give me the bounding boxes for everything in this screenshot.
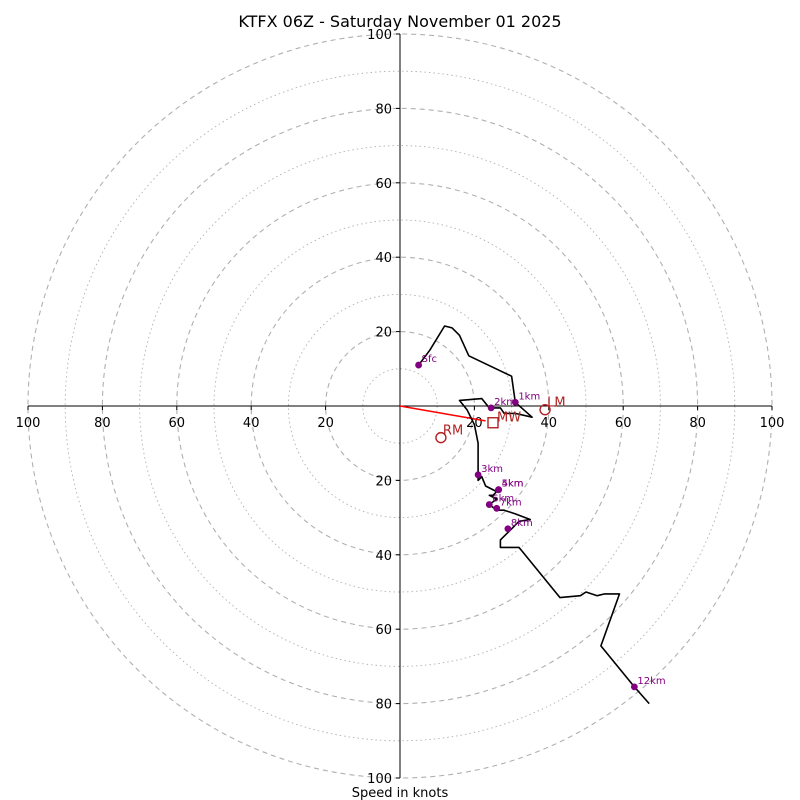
storm-marker-mw bbox=[487, 417, 499, 429]
storm-marker-label-mw: MW bbox=[497, 411, 521, 426]
storm-marker-lm bbox=[539, 404, 551, 416]
height-marker-label-2km: 2km bbox=[494, 397, 516, 408]
storm-marker-label-lm: LM bbox=[547, 396, 565, 411]
y-tick-label: 40 bbox=[375, 549, 392, 564]
height-marker-label-3km: 3km bbox=[481, 464, 503, 475]
y-tick-label: 100 bbox=[367, 28, 392, 43]
x-tick-label: 60 bbox=[169, 416, 186, 431]
shear-vector-line bbox=[399, 405, 486, 422]
x-tick-label: 60 bbox=[615, 416, 632, 431]
y-tick-label: 20 bbox=[375, 326, 392, 341]
height-marker-8km bbox=[504, 525, 512, 533]
y-tick-label: 60 bbox=[375, 623, 392, 638]
height-marker-sfc bbox=[415, 361, 422, 369]
tick-labels: 100 80 60 40 20 20 40 60 80 100204060801002040608… bbox=[16, 28, 785, 787]
y-tick-label: 80 bbox=[375, 698, 392, 713]
height-marker-label-sfc: Sfc bbox=[422, 354, 437, 365]
height-marker-label-5km: 5km bbox=[502, 479, 524, 490]
height-marker-label-6km: 6km bbox=[492, 494, 514, 505]
y-tick-label: 80 bbox=[375, 102, 392, 117]
height-marker-label-4km: 4km bbox=[502, 479, 524, 490]
x-tick-label: 20 bbox=[317, 416, 334, 431]
y-tick-label: 40 bbox=[375, 251, 392, 266]
height-marker-label-12km: 12km bbox=[637, 676, 665, 687]
height-marker-label-1km: 1km bbox=[518, 391, 540, 402]
y-tick-label: 100 bbox=[367, 772, 392, 787]
hodograph-trace bbox=[417, 325, 650, 705]
y-tick-label: 20 bbox=[375, 474, 392, 489]
x-tick-label: 100 bbox=[760, 416, 785, 431]
storm-motion-markers: LM RM MW bbox=[435, 396, 566, 444]
shear-layer bbox=[399, 405, 486, 422]
height-marker-3km bbox=[474, 471, 482, 479]
x-tick-label: 40 bbox=[243, 416, 260, 431]
storm-marker-label-rm: RM bbox=[443, 424, 463, 439]
height-marker-5km bbox=[495, 486, 502, 494]
y-tick-label: 60 bbox=[375, 177, 392, 192]
height-marker-label-7km: 7km bbox=[500, 497, 522, 508]
storm-marker-rm bbox=[435, 431, 447, 444]
height-marker-1km bbox=[511, 398, 519, 406]
height-marker-6km bbox=[485, 501, 493, 508]
height-marker-12km bbox=[630, 683, 638, 691]
height-marker-label-8km: 8km bbox=[511, 518, 533, 529]
hodograph-trace-layer bbox=[417, 325, 650, 705]
x-tick-label: 80 bbox=[94, 416, 111, 431]
height-marker-2km bbox=[487, 404, 495, 412]
chart-title: KTFX 06Z - Saturday November 01 2025 bbox=[238, 12, 561, 31]
x-tick-label: 80 bbox=[689, 416, 706, 431]
x-axis-label: Speed in knots bbox=[352, 786, 449, 800]
height-marker-7km bbox=[493, 504, 501, 512]
x-tick-label: 100 bbox=[16, 416, 41, 431]
x-tick-label: 40 bbox=[541, 416, 558, 431]
